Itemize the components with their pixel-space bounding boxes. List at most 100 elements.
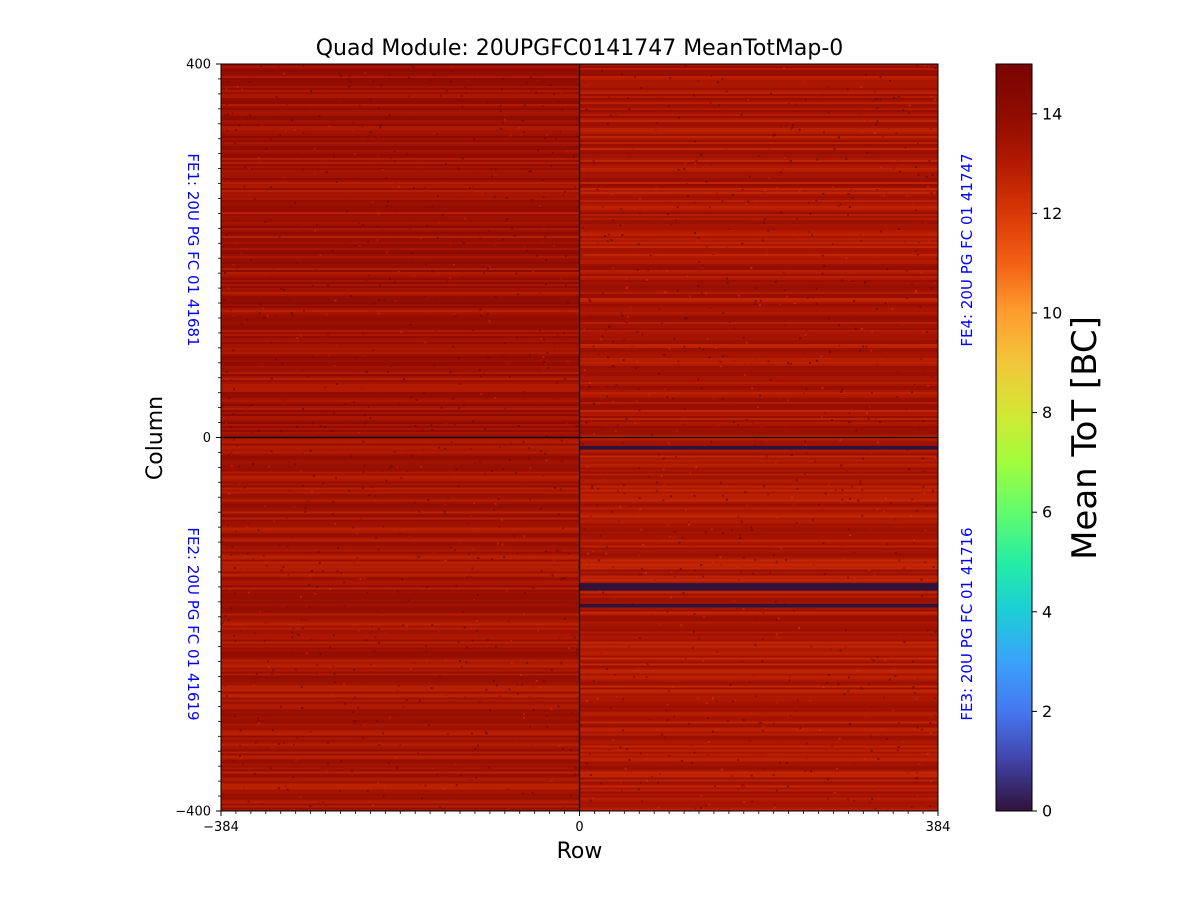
texture-stripe <box>221 142 580 144</box>
texture-speck <box>897 674 900 677</box>
texture-speck <box>851 485 854 488</box>
texture-speck <box>261 362 264 365</box>
texture-speck <box>540 569 543 572</box>
texture-speck <box>745 649 748 652</box>
texture-speck <box>589 799 592 802</box>
texture-speck <box>916 64 919 67</box>
texture-stripe <box>221 529 580 532</box>
texture-stripe <box>579 330 938 332</box>
texture-stripe <box>221 685 580 688</box>
texture-speck <box>523 613 526 616</box>
texture-speck <box>306 618 309 621</box>
texture-stripe <box>221 483 580 486</box>
texture-stripe <box>221 587 580 590</box>
texture-stripe <box>579 443 938 446</box>
texture-speck <box>678 116 681 119</box>
texture-speck <box>294 201 297 204</box>
texture-speck <box>444 559 447 562</box>
texture-speck <box>223 684 226 687</box>
texture-speck <box>478 700 481 703</box>
texture-stripe <box>221 619 580 622</box>
texture-speck <box>870 735 873 738</box>
texture-speck <box>333 681 336 684</box>
texture-stripe <box>579 529 938 532</box>
texture-speck <box>805 742 808 745</box>
dead-band <box>579 445 938 450</box>
texture-speck <box>916 677 919 680</box>
texture-speck <box>372 410 375 413</box>
texture-speck <box>309 449 312 452</box>
texture-speck <box>321 416 324 419</box>
texture-stripe <box>221 555 580 558</box>
texture-speck <box>419 782 422 785</box>
texture-stripe <box>579 745 938 748</box>
texture-speck <box>546 351 549 354</box>
texture-stripe <box>221 80 580 82</box>
texture-speck <box>335 180 338 183</box>
texture-speck <box>362 440 365 443</box>
texture-stripe <box>221 140 580 142</box>
texture-stripe <box>221 350 580 352</box>
texture-stripe <box>579 581 938 584</box>
texture-stripe <box>221 797 580 800</box>
texture-stripe <box>221 196 580 198</box>
texture-speck <box>439 806 442 809</box>
texture-speck <box>225 694 228 697</box>
texture-speck <box>731 193 734 196</box>
texture-speck <box>496 542 499 545</box>
texture-stripe <box>579 396 938 398</box>
texture-stripe <box>221 126 580 128</box>
texture-stripe <box>221 178 580 180</box>
texture-speck <box>234 639 237 642</box>
texture-speck <box>796 217 799 220</box>
texture-stripe <box>221 344 580 346</box>
texture-speck <box>370 625 373 628</box>
texture-speck <box>936 191 938 194</box>
texture-stripe <box>579 348 938 350</box>
texture-speck <box>876 363 879 366</box>
y-tick-label: 400 <box>186 58 211 73</box>
texture-stripe <box>579 300 938 302</box>
texture-stripe <box>221 689 580 692</box>
texture-speck <box>935 339 938 342</box>
texture-speck <box>826 85 829 88</box>
texture-speck <box>332 501 335 504</box>
texture-speck <box>413 274 416 277</box>
texture-stripe <box>221 437 580 440</box>
texture-speck <box>608 326 611 329</box>
texture-speck <box>232 388 235 391</box>
texture-speck <box>304 510 307 513</box>
texture-speck <box>726 355 729 358</box>
texture-stripe <box>579 533 938 536</box>
texture-speck <box>591 550 594 553</box>
texture-speck <box>388 114 391 117</box>
texture-speck <box>403 378 406 381</box>
texture-stripe <box>579 527 938 530</box>
texture-speck <box>233 142 236 145</box>
texture-stripe <box>579 559 938 562</box>
texture-speck <box>575 424 578 427</box>
texture-speck <box>898 260 901 263</box>
texture-speck <box>340 759 343 762</box>
texture-speck <box>545 133 548 136</box>
texture-speck <box>505 403 508 406</box>
texture-speck <box>812 249 815 252</box>
texture-speck <box>393 160 396 163</box>
texture-speck <box>450 70 453 73</box>
texture-speck <box>348 489 351 492</box>
texture-stripe <box>579 98 938 100</box>
texture-speck <box>722 355 725 358</box>
texture-stripe <box>579 651 938 654</box>
texture-stripe <box>579 517 938 520</box>
texture-stripe <box>221 707 580 710</box>
texture-stripe <box>579 579 938 582</box>
texture-speck <box>241 88 244 91</box>
texture-speck <box>805 444 808 447</box>
texture-stripe <box>579 344 938 346</box>
texture-speck <box>775 633 778 636</box>
texture-stripe <box>221 775 580 778</box>
colorbar-tick-label: 10 <box>1042 304 1062 323</box>
texture-speck <box>347 423 350 426</box>
texture-speck <box>365 370 368 373</box>
